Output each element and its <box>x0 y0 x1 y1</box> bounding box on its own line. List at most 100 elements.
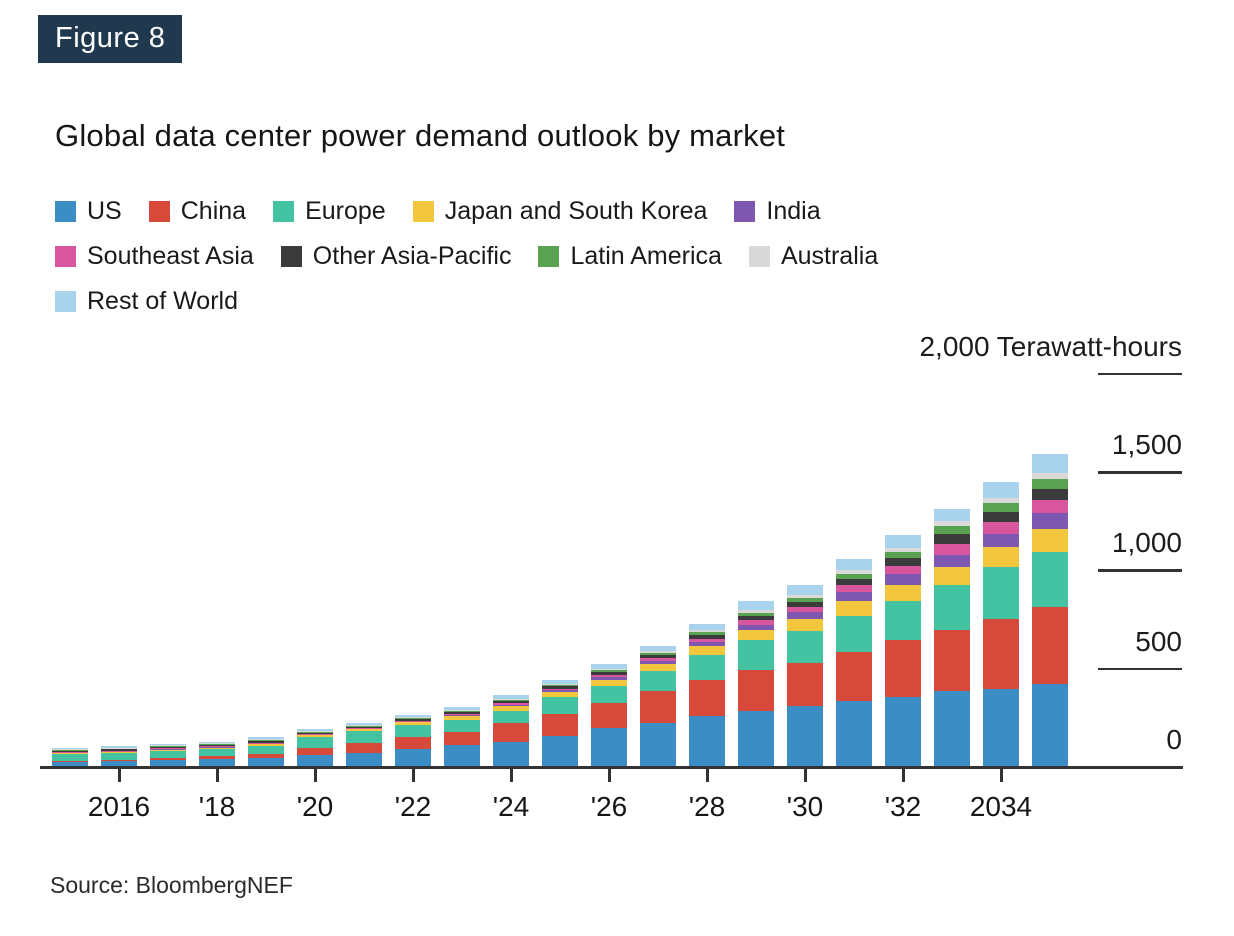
bar-segment-2035-australia <box>1032 472 1068 479</box>
bar-segment-2025-australia <box>542 683 578 685</box>
bar-segment-2019-europe <box>248 745 284 755</box>
bar-segment-2030-other-asia-pacific <box>787 601 823 607</box>
bar-segment-2025-southeast-asia <box>542 688 578 691</box>
x-tick-mark-2032 <box>901 767 905 782</box>
bar-segment-2022-japan-and-south-korea <box>395 722 431 725</box>
y-tick-line-2000 <box>1098 372 1182 376</box>
bar-segment-2019-china <box>248 754 284 758</box>
bar-segment-2028-us <box>689 716 725 767</box>
bar-segment-2027-europe <box>640 671 676 691</box>
bar-segment-2033-southeast-asia <box>934 544 970 555</box>
bar-segment-2030-japan-and-south-korea <box>787 618 823 631</box>
bar-segment-2021-us <box>346 752 382 767</box>
bar-segment-2035-other-asia-pacific <box>1032 488 1068 501</box>
bar-segment-2029-southeast-asia <box>738 620 774 625</box>
legend-item-us: US <box>55 197 122 226</box>
bar-segment-2028-china <box>689 680 725 717</box>
bar-segment-2030-rest-of-world <box>787 584 823 595</box>
legend-label-australia: Australia <box>780 242 879 270</box>
x-tick-mark-2022 <box>411 767 415 782</box>
legend-label-india: India <box>766 197 821 225</box>
bar-segment-2022-europe <box>395 724 431 737</box>
bar-segment-2034-europe <box>983 567 1019 619</box>
x-tick-label-2026: '26 <box>590 791 628 822</box>
bar-segment-2028-other-asia-pacific <box>689 634 725 639</box>
legend-item-india: India <box>734 197 821 226</box>
bar-segment-2025-us <box>542 735 578 767</box>
legend-item-japan-and-south-korea: Japan and South Korea <box>412 197 707 226</box>
bar-segment-2015-us <box>52 762 88 767</box>
bar-segment-2016-rest-of-world <box>101 746 137 748</box>
bar-segment-2018-southeast-asia <box>199 746 235 747</box>
bar-segment-2026-japan-and-south-korea <box>591 679 627 686</box>
bar-segment-2026-southeast-asia <box>591 674 627 678</box>
bar-segment-2025-latin-america <box>542 684 578 687</box>
y-tick-label-1000: 1,000 <box>1111 527 1182 559</box>
x-tick-label-2032: '32 <box>884 791 922 822</box>
x-tick-label-2020: '20 <box>296 791 334 822</box>
x-tick-mark-2030 <box>803 767 807 782</box>
bar-segment-2019-japan-and-south-korea <box>248 743 284 746</box>
bar-segment-2032-us <box>885 696 921 767</box>
bar-segment-2027-india <box>640 660 676 665</box>
bar-segment-2017-china <box>150 757 186 760</box>
bar-segment-2029-china <box>738 669 774 712</box>
x-tick-mark-2026 <box>607 767 611 782</box>
bar-segment-2026-india <box>591 677 627 680</box>
y-tick-label-2000: 2,000 Terawatt-hours <box>919 330 1182 362</box>
legend-row-2: Southeast Asia Other Asia-Pacific Latin Am… <box>55 242 878 271</box>
x-tick-label-2016: 2016 <box>87 791 151 822</box>
bar-segment-2018-japan-and-south-korea <box>199 747 235 750</box>
bar-segment-2033-rest-of-world <box>934 508 970 522</box>
bar-segment-2027-australia <box>640 651 676 653</box>
bar-segment-2019-latin-america <box>248 740 284 741</box>
bar-segment-2023-india <box>444 715 480 717</box>
bar-segment-2015-europe <box>52 754 88 761</box>
bar-segment-2021-latin-america <box>346 725 382 727</box>
bar-segment-2018-rest-of-world <box>199 741 235 744</box>
bar-segment-2024-europe <box>493 710 529 723</box>
legend-swatch-us <box>55 201 76 222</box>
y-tick-line-1000 <box>1098 569 1182 572</box>
bar-segment-2022-india <box>395 721 431 723</box>
bar-segment-2026-us <box>591 728 627 767</box>
legend-item-other-asia-pacific: Other Asia-Pacific <box>280 242 512 271</box>
bar-segment-2031-china <box>836 652 872 701</box>
bar-segment-2025-rest-of-world <box>542 679 578 684</box>
bar-segment-2030-china <box>787 663 823 706</box>
bar-segment-2020-china <box>297 747 333 755</box>
bar-segment-2031-latin-america <box>836 573 872 579</box>
legend-label-other-asia-pacific: Other Asia-Pacific <box>312 242 512 270</box>
bar-segment-2035-europe <box>1032 552 1068 607</box>
bar-segment-2029-india <box>738 624 774 631</box>
legend-swatch-rest-of-world <box>55 291 76 312</box>
bar-segment-2030-india <box>787 612 823 619</box>
legend-row-1: US China Europe Japan and South Korea India <box>55 197 878 226</box>
bar-segment-2026-rest-of-world <box>591 663 627 669</box>
bar-segment-2020-latin-america <box>297 731 333 733</box>
bar-segment-2016-china <box>101 759 137 762</box>
bar-segment-2018-europe <box>199 749 235 757</box>
bar-segment-2023-other-asia-pacific <box>444 712 480 715</box>
bar-segment-2027-other-asia-pacific <box>640 654 676 659</box>
legend-swatch-other-asia-pacific <box>280 246 302 267</box>
legend-swatch-europe <box>273 201 295 222</box>
bar-segment-2031-australia <box>836 569 872 574</box>
bar-segment-2029-latin-america <box>738 612 774 616</box>
bar-segment-2022-other-asia-pacific <box>395 718 431 721</box>
bar-segment-2032-europe <box>885 601 921 641</box>
bar-segment-2028-rest-of-world <box>689 623 725 631</box>
bar-segment-2026-europe <box>591 685 627 704</box>
bar-segment-2027-us <box>640 723 676 767</box>
bar-segment-2019-southeast-asia <box>248 742 284 744</box>
bar-segment-2019-rest-of-world <box>248 736 284 740</box>
bar-segment-2016-other-asia-pacific <box>101 748 137 751</box>
bar-segment-2031-india <box>836 592 872 601</box>
bar-segment-2027-japan-and-south-korea <box>640 664 676 672</box>
bar-segment-2020-southeast-asia <box>297 733 333 735</box>
x-tick-mark-2020 <box>313 767 317 782</box>
bar-segment-2016-europe <box>101 752 137 760</box>
bar-segment-2029-us <box>738 711 774 767</box>
bar-segment-2025-india <box>542 690 578 693</box>
legend-item-china: China <box>148 197 246 226</box>
